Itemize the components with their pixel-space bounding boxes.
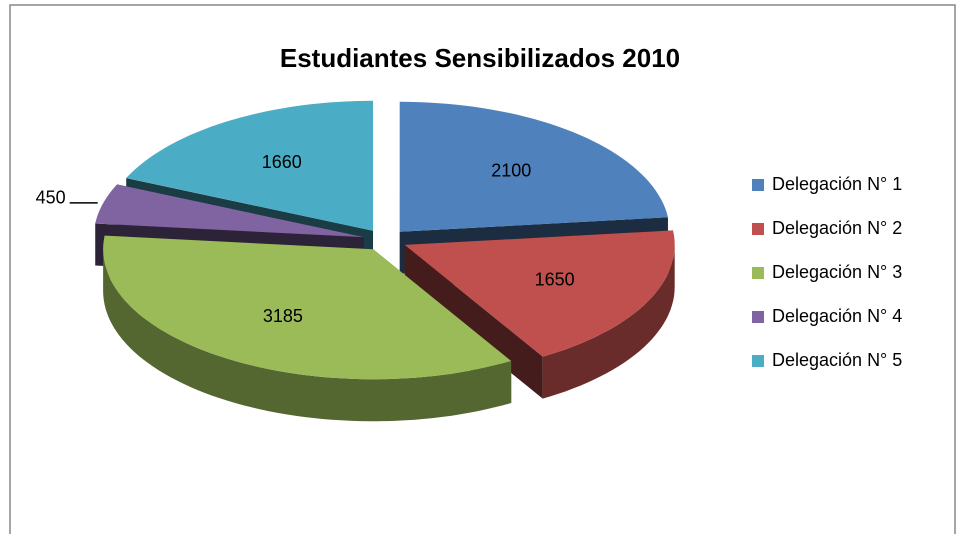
data-label: 3185 [263, 306, 303, 326]
legend-label: Delegación N° 2 [772, 218, 902, 238]
data-label: 1650 [535, 270, 575, 290]
slice [399, 101, 668, 232]
slice-wall [103, 249, 512, 422]
slice [103, 235, 512, 380]
legend-swatch [752, 267, 764, 279]
slice [126, 100, 374, 231]
slice-wall [542, 244, 675, 399]
data-label: 450 [36, 188, 66, 208]
legend-label: Delegación N° 4 [772, 306, 902, 326]
slice [95, 184, 364, 238]
legend-label: Delegación N° 5 [772, 350, 902, 370]
data-label: 2100 [491, 160, 531, 180]
legend-swatch [752, 179, 764, 191]
chart-title: Estudiantes Sensibilizados 2010 [280, 43, 680, 73]
slice [404, 230, 675, 357]
legend-swatch [752, 311, 764, 323]
legend-swatch [752, 223, 764, 235]
pie: 2100 1650 3185 450 1660 [36, 100, 675, 422]
legend-label: Delegación N° 1 [772, 174, 902, 194]
legend: Delegación N° 1 Delegación N° 2 Delegación… [752, 174, 902, 370]
legend-label: Delegación N° 3 [772, 262, 902, 282]
legend-swatch [752, 355, 764, 367]
data-label: 1660 [262, 152, 302, 172]
